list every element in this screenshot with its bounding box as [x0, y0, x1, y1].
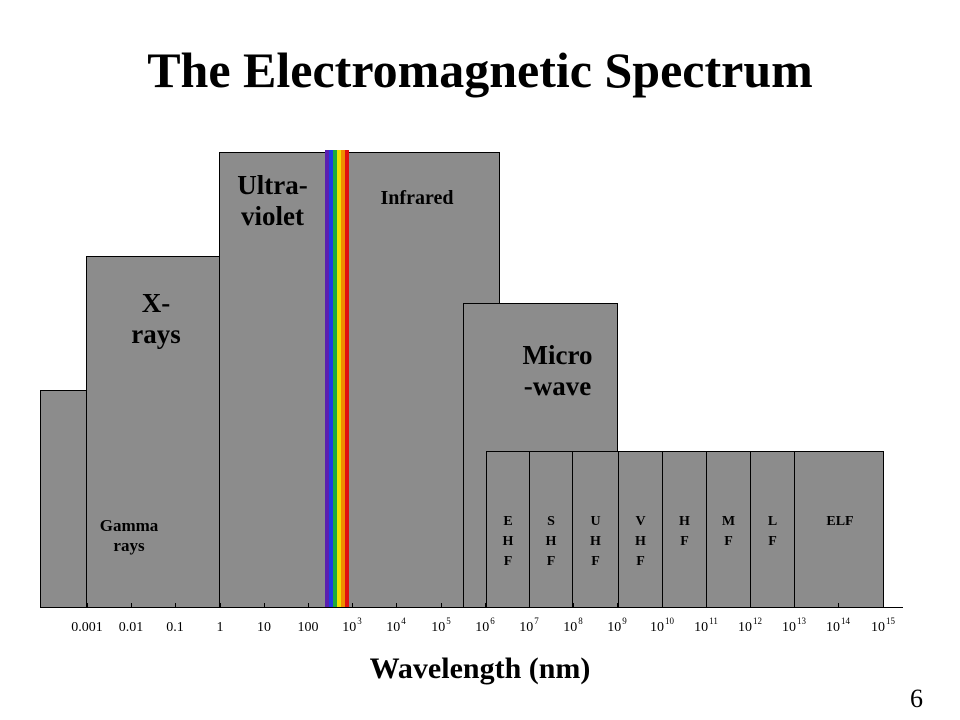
- infrared-label: Infrared: [380, 187, 454, 209]
- xray-block: [86, 256, 220, 608]
- visible-band-blue: [329, 150, 333, 608]
- axis-tick-label: 1010: [650, 616, 674, 636]
- visible-band-red: [345, 150, 349, 608]
- slide-title: The Electromagnetic Spectrum: [147, 42, 813, 98]
- axis-tick-label: 108: [563, 616, 583, 636]
- vhf-block: [618, 451, 663, 608]
- axis-tick: [441, 603, 442, 608]
- gamma-label: Gamma rays: [99, 516, 159, 555]
- axis-tick-label: 1014: [826, 616, 850, 636]
- axis-tick: [573, 603, 574, 608]
- axis-tick-label: 10: [257, 620, 271, 635]
- ehf-block: [486, 451, 530, 608]
- vhf-label: V H F: [635, 514, 646, 569]
- shf-label: S H F: [545, 514, 557, 569]
- xray-label: X- rays: [131, 288, 181, 350]
- axis-tick: [131, 603, 132, 608]
- axis-tick: [175, 603, 176, 608]
- axis-tick-label: 0.1: [166, 620, 184, 635]
- axis-tick: [352, 603, 353, 608]
- axis-tick-label: 106: [475, 616, 495, 636]
- axis-tick: [838, 603, 839, 608]
- axis-tick: [308, 603, 309, 608]
- hf-block: [662, 451, 707, 608]
- wavelength-axis: [40, 607, 903, 608]
- axis-tick: [529, 603, 530, 608]
- axis-tick-label: 1015: [871, 616, 895, 636]
- page-number: 6: [910, 684, 923, 713]
- axis-tick-label: 105: [431, 616, 451, 636]
- visible-band-violet: [325, 150, 329, 608]
- elf-label: ELF: [826, 514, 854, 529]
- mf-label: M F: [721, 514, 736, 549]
- axis-tick-label: 1012: [738, 616, 762, 636]
- axis-tick: [750, 603, 751, 608]
- ultraviolet-label: Ultra- violet: [237, 170, 308, 232]
- axis-tick: [485, 603, 486, 608]
- axis-tick: [264, 603, 265, 608]
- axis-tick-label: 0.001: [71, 620, 103, 635]
- axis-tick: [220, 603, 221, 608]
- visible-band-orange: [341, 150, 345, 608]
- axis-tick-label: 1013: [782, 616, 806, 636]
- axis-tick: [617, 603, 618, 608]
- uhf-label: U H F: [590, 514, 601, 569]
- microwave-label: Micro -wave: [522, 340, 593, 402]
- axis-tick: [794, 603, 795, 608]
- axis-tick-label: 100: [297, 620, 319, 635]
- axis-tick-label: 0.01: [118, 620, 144, 635]
- ehf-label: E H F: [502, 514, 514, 569]
- axis-tick-label: 109: [607, 616, 627, 636]
- axis-tick: [87, 603, 88, 608]
- x-axis-label: Wavelength (nm): [369, 652, 591, 685]
- axis-tick-label: 1: [216, 620, 224, 635]
- gamma-block: [40, 390, 87, 608]
- axis-tick: [396, 603, 397, 608]
- axis-tick-label: 1011: [694, 616, 718, 636]
- elf-block: [794, 451, 884, 608]
- axis-tick: [883, 603, 884, 608]
- axis-tick: [662, 603, 663, 608]
- hf-label: H F: [679, 514, 690, 549]
- ultraviolet-block: [219, 152, 329, 608]
- axis-tick-label: 107: [519, 616, 539, 636]
- lf-label: L F: [767, 514, 778, 549]
- visible-band-green: [333, 150, 337, 608]
- mf-block: [706, 451, 751, 608]
- uhf-block: [572, 451, 619, 608]
- axis-tick-label: 104: [386, 616, 406, 636]
- axis-tick-label: 103: [342, 616, 362, 636]
- axis-tick: [706, 603, 707, 608]
- visible-band-yellow: [337, 150, 341, 608]
